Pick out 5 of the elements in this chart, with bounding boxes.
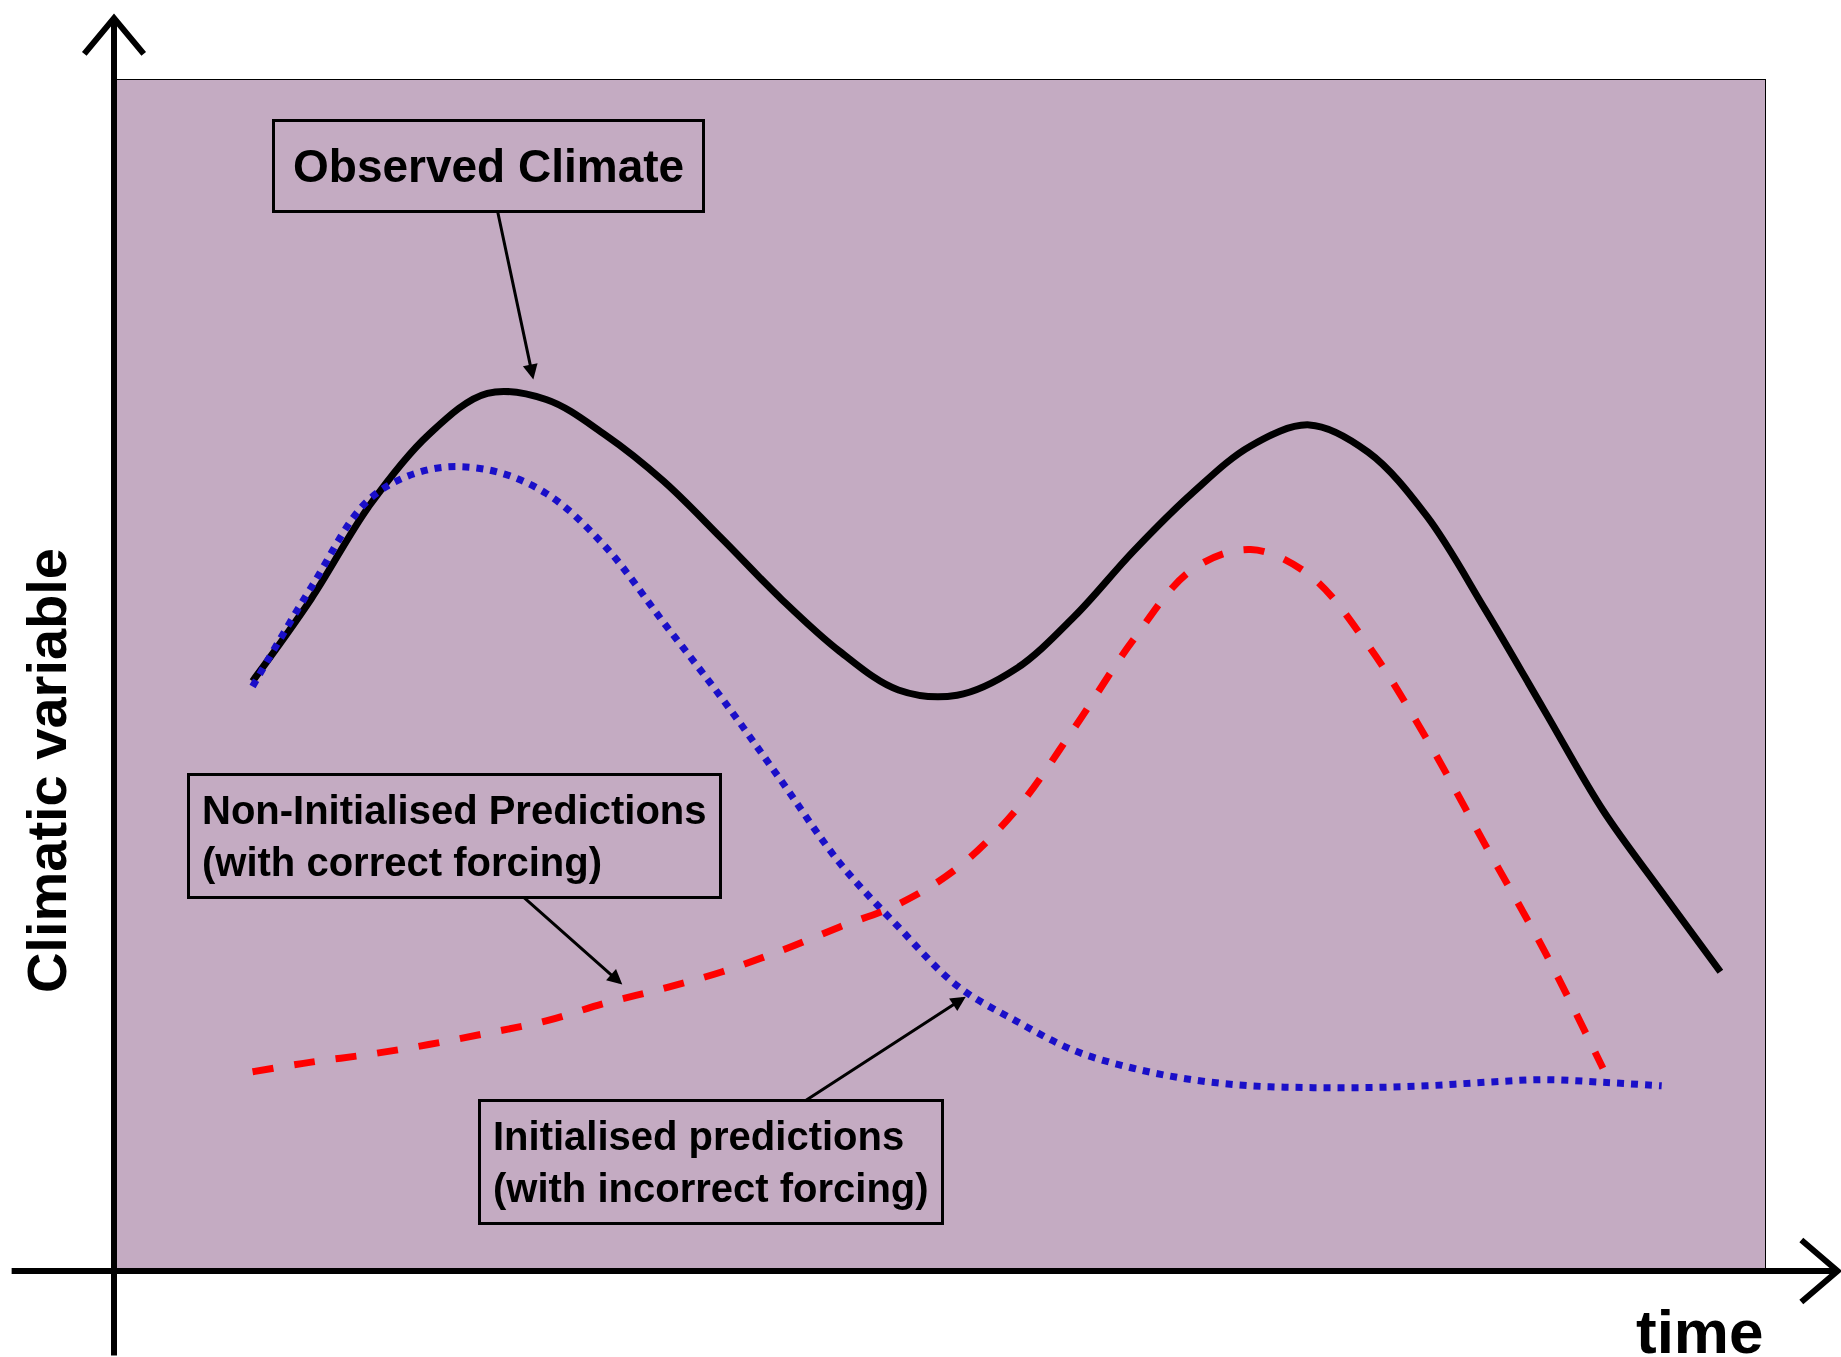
annotation: Non-Initialised Predictions (with correct forcing) xyxy=(202,788,707,884)
text: Observed Climate xyxy=(293,140,685,192)
annotation: Initialised predictions (with incorrect forcing) xyxy=(493,1114,929,1210)
y-axis-title: Climatic variable xyxy=(14,547,78,994)
x-axis-title: time xyxy=(1636,1297,1764,1357)
